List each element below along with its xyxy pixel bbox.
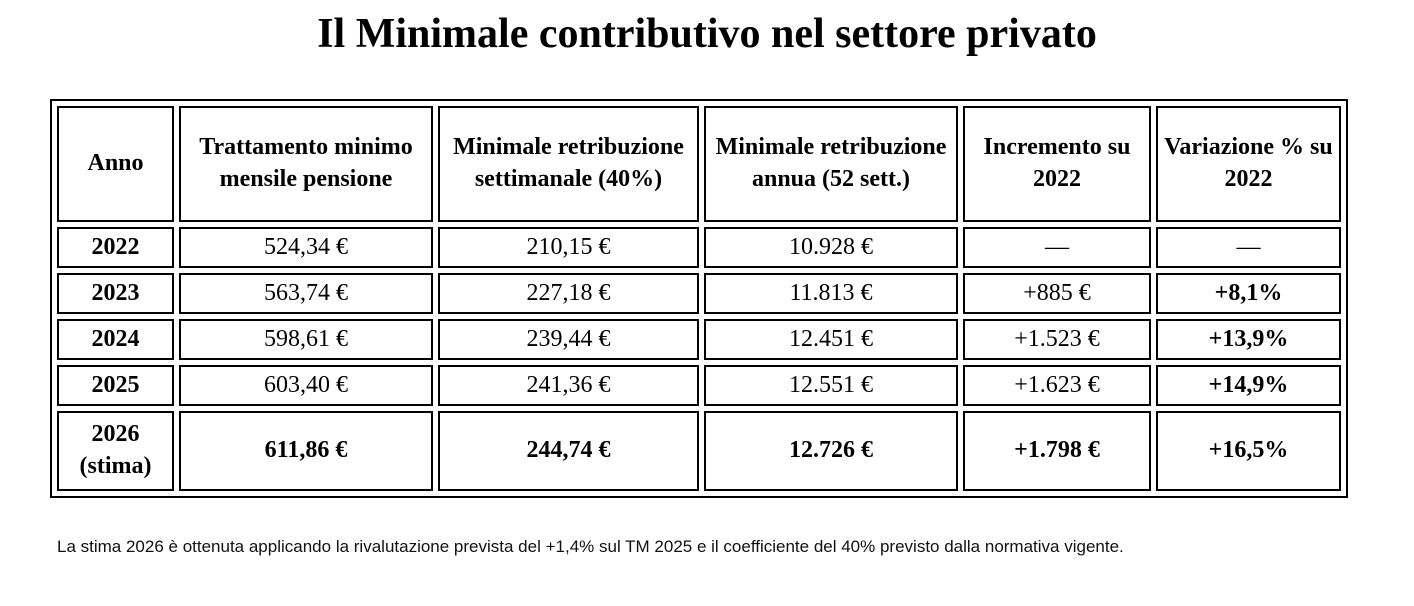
cell-variazione: +14,9% [1156,365,1341,406]
table-row-2026-stima: 2026 (stima) 611,86 € 244,74 € 12.726 € … [57,411,1341,491]
cell-anno: 2022 [57,227,174,268]
header-trattamento-minimo: Trattamento minimo mensile pensione [179,106,433,222]
cell-anno: 2023 [57,273,174,314]
pension-minimum-table: Anno Trattamento minimo mensile pensione… [50,99,1348,498]
cell-minimale-annua: 12.551 € [704,365,958,406]
cell-minimale-settimanale: 210,15 € [438,227,699,268]
header-minimale-annua: Minimale retribuzione annua (52 sett.) [704,106,958,222]
cell-trattamento-minimo: 611,86 € [179,411,433,491]
cell-trattamento-minimo: 598,61 € [179,319,433,360]
cell-incremento: — [963,227,1151,268]
header-incremento: Incremento su 2022 [963,106,1151,222]
cell-incremento: +885 € [963,273,1151,314]
cell-minimale-annua: 11.813 € [704,273,958,314]
cell-minimale-annua: 10.928 € [704,227,958,268]
table-row-2022: 2022 524,34 € 210,15 € 10.928 € — — [57,227,1341,268]
header-variazione: Variazione % su 2022 [1156,106,1341,222]
table-row-2024: 2024 598,61 € 239,44 € 12.451 € +1.523 €… [57,319,1341,360]
cell-variazione: — [1156,227,1341,268]
cell-incremento: +1.523 € [963,319,1151,360]
header-minimale-settimanale: Minimale retribuzione settimanale (40%) [438,106,699,222]
table-row-2023: 2023 563,74 € 227,18 € 11.813 € +885 € +… [57,273,1341,314]
cell-trattamento-minimo: 603,40 € [179,365,433,406]
cell-anno: 2024 [57,319,174,360]
cell-trattamento-minimo: 524,34 € [179,227,433,268]
cell-minimale-settimanale: 241,36 € [438,365,699,406]
cell-minimale-settimanale: 239,44 € [438,319,699,360]
table-row-2025: 2025 603,40 € 241,36 € 12.551 € +1.623 €… [57,365,1341,406]
header-row: Anno Trattamento minimo mensile pensione… [57,106,1341,222]
cell-anno: 2026 (stima) [57,411,174,491]
cell-variazione: +13,9% [1156,319,1341,360]
cell-incremento: +1.623 € [963,365,1151,406]
cell-minimale-annua: 12.726 € [704,411,958,491]
cell-variazione: +8,1% [1156,273,1341,314]
page-title: Il Minimale contributivo nel settore pri… [317,11,1097,57]
cell-minimale-settimanale: 244,74 € [438,411,699,491]
cell-variazione: +16,5% [1156,411,1341,491]
header-anno: Anno [57,106,174,222]
cell-trattamento-minimo: 563,74 € [179,273,433,314]
cell-incremento: +1.798 € [963,411,1151,491]
cell-minimale-settimanale: 227,18 € [438,273,699,314]
cell-anno: 2025 [57,365,174,406]
cell-minimale-annua: 12.451 € [704,319,958,360]
footnote: La stima 2026 è ottenuta applicando la r… [57,537,1124,556]
